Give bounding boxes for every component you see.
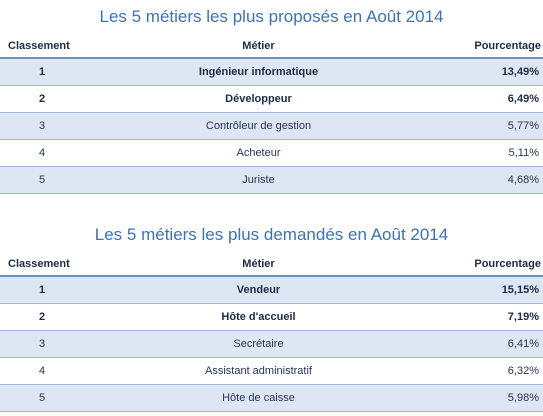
table-header: Classement Métier Pourcentage: [0, 252, 543, 277]
table-row: 2 Développeur 6,49%: [0, 86, 543, 113]
rank-cell: 1: [38, 284, 46, 296]
requested-jobs-table: Classement Métier Pourcentage 1 Vendeur …: [0, 252, 543, 412]
rank-cell: 1: [38, 66, 46, 78]
percentage-cell: 6,32%: [507, 365, 539, 377]
job-cell: Ingénieur informatique: [198, 66, 319, 78]
rank-cell: 3: [38, 120, 46, 132]
rank-cell: 5: [38, 392, 46, 404]
job-cell: Hôte d'accueil: [221, 311, 296, 323]
table-row: 1 Ingénieur informatique 13,49%: [0, 59, 543, 86]
table-row: 5 Hôte de caisse 5,98%: [0, 385, 543, 412]
job-cell: Vendeur: [236, 284, 281, 296]
rank-cell: 2: [38, 93, 46, 105]
percentage-cell: 5,11%: [508, 147, 539, 159]
table-row: 3 Secrétaire 6,41%: [0, 331, 543, 358]
table-header: Classement Métier Pourcentage: [0, 34, 543, 59]
job-cell: Secrétaire: [233, 338, 284, 350]
rank-cell: 5: [38, 174, 46, 186]
percentage-cell: 4,68%: [507, 174, 539, 186]
header-job: Métier: [242, 39, 275, 52]
header-percentage: Pourcentage: [474, 39, 541, 52]
job-cell: Contrôleur de gestion: [205, 120, 312, 132]
table-row: 1 Vendeur 15,15%: [0, 277, 543, 304]
percentage-cell: 15,15%: [501, 284, 539, 296]
rank-cell: 2: [38, 311, 46, 323]
job-cell: Acheteur: [236, 147, 281, 159]
job-cell: Assistant administratif: [205, 365, 312, 377]
rank-cell: 4: [38, 147, 46, 159]
percentage-cell: 6,41%: [507, 338, 539, 350]
percentage-cell: 5,77%: [507, 120, 539, 132]
table-row: 4 Acheteur 5,11%: [0, 140, 543, 167]
table-row: 3 Contrôleur de gestion 5,77%: [0, 113, 543, 140]
percentage-cell: 7,19%: [507, 311, 539, 323]
offered-jobs-table: Classement Métier Pourcentage 1 Ingénieu…: [0, 34, 543, 194]
percentage-cell: 6,49%: [507, 93, 539, 105]
header-rank: Classement: [8, 257, 70, 270]
offered-jobs-title: Les 5 métiers les plus proposés en Août …: [99, 7, 444, 26]
table-row: 4 Assistant administratif 6,32%: [0, 358, 543, 385]
table-row: 2 Hôte d'accueil 7,19%: [0, 304, 543, 331]
offered-jobs-section: Les 5 métiers les plus proposés en Août …: [0, 0, 543, 194]
header-percentage: Pourcentage: [474, 257, 541, 270]
requested-jobs-title: Les 5 métiers les plus demandés en Août …: [94, 225, 449, 244]
rank-cell: 3: [38, 338, 46, 350]
percentage-cell: 13,49%: [501, 66, 539, 78]
requested-jobs-section: Les 5 métiers les plus demandés en Août …: [0, 218, 543, 412]
job-cell: Hôte de caisse: [222, 392, 295, 404]
rank-cell: 4: [38, 365, 46, 377]
table-row: 5 Juriste 4,68%: [0, 167, 543, 194]
header-rank: Classement: [8, 39, 70, 52]
job-cell: Développeur: [225, 93, 292, 105]
percentage-cell: 5,98%: [507, 392, 539, 404]
job-cell: Juriste: [242, 174, 275, 186]
header-job: Métier: [242, 257, 275, 270]
